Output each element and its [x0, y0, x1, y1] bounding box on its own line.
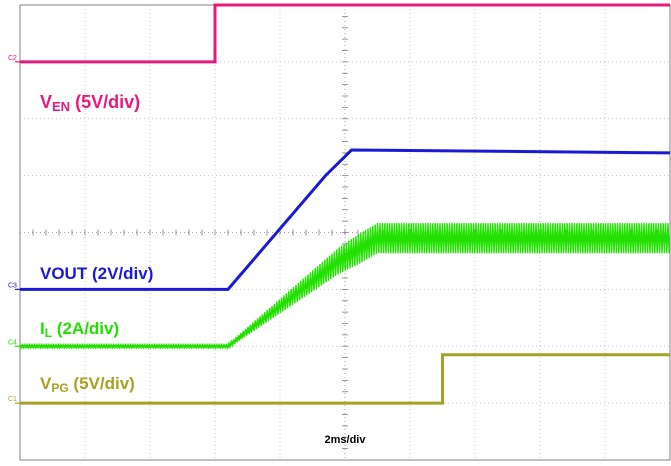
- timebase-label: 2ms/div: [325, 434, 367, 446]
- trace-label: VPG (5V/div): [40, 374, 135, 395]
- channel-marker-group: C2 C3 C4 C1: [8, 55, 20, 404]
- trace-label: VOUT (2V/div): [40, 264, 153, 283]
- trace-c3: [20, 148, 671, 291]
- trace-label-scale: (2V/div): [87, 264, 153, 283]
- trace-label-sub: EN: [52, 99, 70, 114]
- trace-group: [19, 3, 671, 405]
- trace-label-main: I: [40, 319, 45, 338]
- channel-marker-text: C1: [8, 396, 17, 403]
- channel-marker-text: C3: [8, 282, 17, 289]
- trace-label-main: V: [40, 92, 52, 112]
- trace-label-scale: (5V/div): [69, 374, 135, 393]
- trace-label-main: VOUT: [40, 264, 88, 283]
- channel-marker-text: C2: [8, 55, 17, 62]
- trace-line: [20, 236, 670, 348]
- trace-line: [20, 3, 670, 64]
- trace-label-sub: PG: [51, 381, 68, 395]
- trace-line: [20, 353, 670, 405]
- trace-label-sub: L: [45, 326, 52, 340]
- trace-label-group: VEN (5V/div)VOUT (2V/div)IL (2A/div)VPG …: [40, 92, 153, 395]
- trace-label: VEN (5V/div): [40, 92, 140, 114]
- trace-c4: [19, 223, 670, 350]
- trace-label: IL (2A/div): [40, 319, 119, 340]
- trace-label-main: V: [40, 374, 52, 393]
- channel-marker-text: C4: [8, 339, 17, 346]
- trace-c2: [20, 3, 670, 64]
- trace-label-scale: (5V/div): [70, 92, 140, 112]
- trace-line: [20, 148, 671, 291]
- trace-c1: [20, 353, 670, 405]
- trace-label-scale: (2A/div): [52, 319, 119, 338]
